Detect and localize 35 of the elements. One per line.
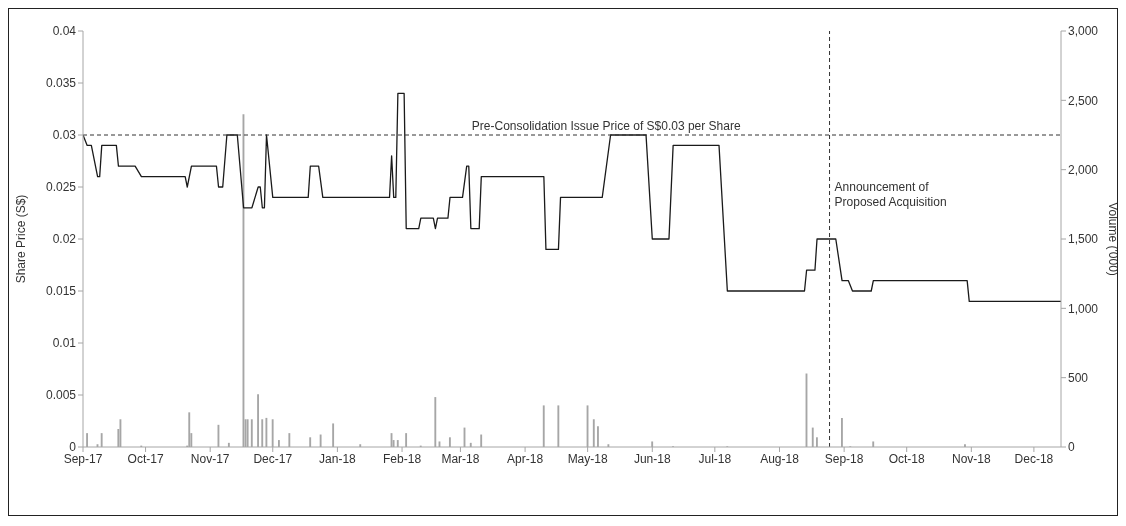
x-tick-label: Apr-18 [507, 451, 544, 466]
x-tick-label: Sep-18 [824, 451, 864, 466]
y-tick-label: 0.01 [52, 336, 77, 351]
y-axis-title: Share Price (S$) [14, 194, 29, 284]
x-tick-label: Dec-18 [1014, 451, 1054, 466]
x-tick-label: Oct-17 [127, 451, 164, 466]
y-tick-label: 0.025 [45, 180, 77, 195]
y2-tick-label: 2,500 [1068, 93, 1099, 108]
y2-tick-label: 1,500 [1068, 232, 1099, 247]
x-tick-label: May-18 [567, 451, 608, 466]
x-tick-label: Jul-18 [698, 451, 732, 466]
y-tick-label: 0.02 [52, 232, 77, 247]
line-series [83, 92, 1061, 303]
y2-tick-label: 1,000 [1068, 301, 1099, 316]
x-tick-label: Mar-18 [441, 451, 480, 466]
y-tick-label: 0.035 [45, 76, 77, 91]
x-tick-label: Nov-17 [190, 451, 230, 466]
y-tick-label: 0.03 [52, 128, 77, 143]
ref-line-label: Pre-Consolidation Issue Price of S$0.03 per Share [471, 119, 741, 133]
ref-line-label: Announcement of Proposed Acquisition [834, 180, 947, 210]
y2-tick-label: 0 [1068, 440, 1075, 455]
x-tick-label: Jun-18 [633, 451, 671, 466]
y-tick-label: 0.005 [45, 388, 77, 403]
y2-tick-label: 2,000 [1068, 162, 1099, 177]
y-tick-label: 0.04 [52, 24, 77, 39]
x-tick-label: Oct-18 [888, 451, 926, 466]
y2-tick-label: 3,000 [1068, 24, 1099, 39]
x-tick-label: Dec-17 [253, 451, 293, 466]
x-tick-label: Feb-18 [383, 451, 422, 466]
y-tick-label: 0.015 [45, 284, 77, 299]
x-tick-label: Jan-18 [319, 451, 357, 466]
y2-tick-label: 500 [1068, 370, 1089, 385]
y2-axis-title: Volume ('000) [1105, 202, 1120, 276]
x-tick-label: Aug-18 [760, 451, 800, 466]
x-tick-label: Nov-18 [951, 451, 991, 466]
